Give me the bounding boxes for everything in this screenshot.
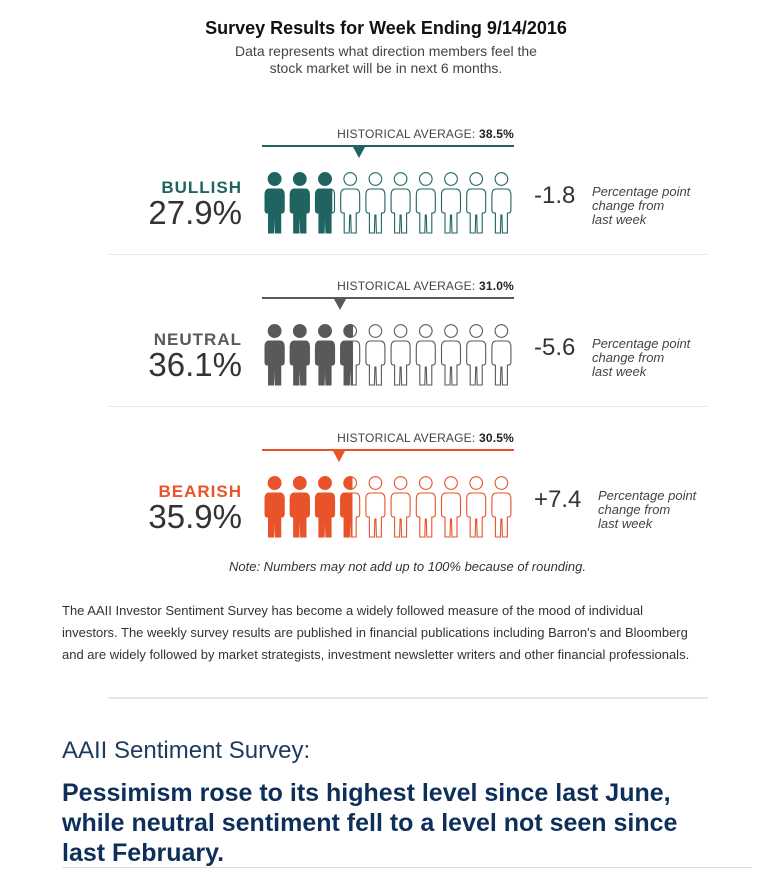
people-pictograph xyxy=(264,324,512,386)
section-divider xyxy=(108,697,708,699)
weekly-change: -1.8 xyxy=(534,182,576,209)
person-icon xyxy=(491,476,512,538)
historical-average: HISTORICAL AVERAGE: 38.5% xyxy=(262,127,514,158)
historical-average-label: HISTORICAL AVERAGE: 30.5% xyxy=(337,431,514,445)
person-icon xyxy=(314,324,336,386)
historical-average-value: 30.5% xyxy=(478,431,514,445)
person-icon xyxy=(466,172,487,234)
section-divider xyxy=(108,254,708,255)
description-line: investors. The weekly survey results are… xyxy=(62,625,688,640)
person-icon xyxy=(365,324,386,386)
person-icon xyxy=(491,172,512,234)
historical-average-line xyxy=(262,297,514,299)
people-pictograph xyxy=(264,476,512,538)
description-line: and are widely followed by market strate… xyxy=(62,647,690,662)
person-icon xyxy=(365,172,386,234)
survey-description: The AAII Investor Sentiment Survey has b… xyxy=(62,600,762,666)
sentiment-percent: 36.1% xyxy=(148,346,242,383)
person-icon xyxy=(314,172,336,234)
person-icon xyxy=(340,172,361,234)
person-icon xyxy=(415,324,436,386)
person-icon xyxy=(289,172,310,234)
historical-average-marker xyxy=(332,451,345,462)
sentiment-percent: 35.9% xyxy=(148,498,242,535)
historical-average-label: HISTORICAL AVERAGE: 31.0% xyxy=(337,279,514,293)
sentiment-row-bullish: HISTORICAL AVERAGE: 38.5% BULLISH 27.9% … xyxy=(0,127,772,277)
historical-average-value: 31.0% xyxy=(478,279,514,293)
person-icon xyxy=(466,476,487,538)
person-icon xyxy=(491,324,512,386)
person-icon xyxy=(314,476,336,538)
weekly-change-note: Percentage point change from last week xyxy=(598,488,697,531)
headline-line: while neutral sentiment fell to a level … xyxy=(62,809,678,837)
person-icon xyxy=(390,476,411,538)
person-icon xyxy=(415,476,436,538)
person-icon xyxy=(340,324,361,386)
person-icon xyxy=(264,324,285,386)
person-icon xyxy=(289,324,310,386)
description-line: The AAII Investor Sentiment Survey has b… xyxy=(62,603,643,618)
headline-line: Pessimism rose to its highest level sinc… xyxy=(62,779,671,807)
sentiment-percent: 27.9% xyxy=(148,194,242,231)
section-divider xyxy=(108,406,708,407)
weekly-change-note: Percentage point change from last week xyxy=(592,336,691,379)
historical-average-line xyxy=(262,145,514,147)
person-icon xyxy=(390,172,411,234)
headline: Pessimism rose to its highest level sinc… xyxy=(62,778,742,868)
historical-average-marker xyxy=(353,147,366,158)
person-icon xyxy=(289,476,310,538)
rounding-note: Note: Numbers may not add up to 100% bec… xyxy=(229,559,586,574)
person-icon xyxy=(440,172,462,234)
weekly-change: +7.4 xyxy=(534,486,582,513)
historical-average-value: 38.5% xyxy=(478,127,514,141)
sentiment-label: BULLISH xyxy=(161,178,242,197)
person-icon xyxy=(466,324,487,386)
person-icon xyxy=(340,476,361,538)
headline-line: last February. xyxy=(62,839,225,867)
historical-average-marker xyxy=(334,299,347,310)
weekly-change: -5.6 xyxy=(534,334,576,361)
person-icon xyxy=(440,324,462,386)
person-icon xyxy=(365,476,386,538)
weekly-change-note: Percentage point change from last week xyxy=(592,184,691,227)
historical-average-line xyxy=(262,449,514,451)
person-icon xyxy=(390,324,411,386)
page-title: Survey Results for Week Ending 9/14/2016 xyxy=(205,18,567,38)
person-icon xyxy=(440,476,462,538)
bottom-rule xyxy=(62,867,752,868)
sentiment-row-bearish: HISTORICAL AVERAGE: 30.5% BEARISH 35.9% … xyxy=(0,431,772,581)
sentiment-row-neutral: HISTORICAL AVERAGE: 31.0% NEUTRAL 36.1% … xyxy=(0,279,772,429)
subtitle-line: Data represents what direction members f… xyxy=(235,43,537,59)
sentiment-label: NEUTRAL xyxy=(153,330,242,349)
people-pictograph xyxy=(264,172,512,234)
historical-average-label: HISTORICAL AVERAGE: 38.5% xyxy=(337,127,514,141)
historical-average: HISTORICAL AVERAGE: 30.5% xyxy=(262,431,514,462)
section-title: AAII Sentiment Survey: xyxy=(62,737,311,764)
person-icon xyxy=(264,476,285,538)
historical-average: HISTORICAL AVERAGE: 31.0% xyxy=(262,279,514,310)
person-icon xyxy=(264,172,285,234)
sentiment-label: BEARISH xyxy=(158,482,242,501)
subtitle-line: stock market will be in next 6 months. xyxy=(269,60,503,76)
page-subtitle: Data represents what direction members f… xyxy=(0,43,772,77)
person-icon xyxy=(415,172,436,234)
